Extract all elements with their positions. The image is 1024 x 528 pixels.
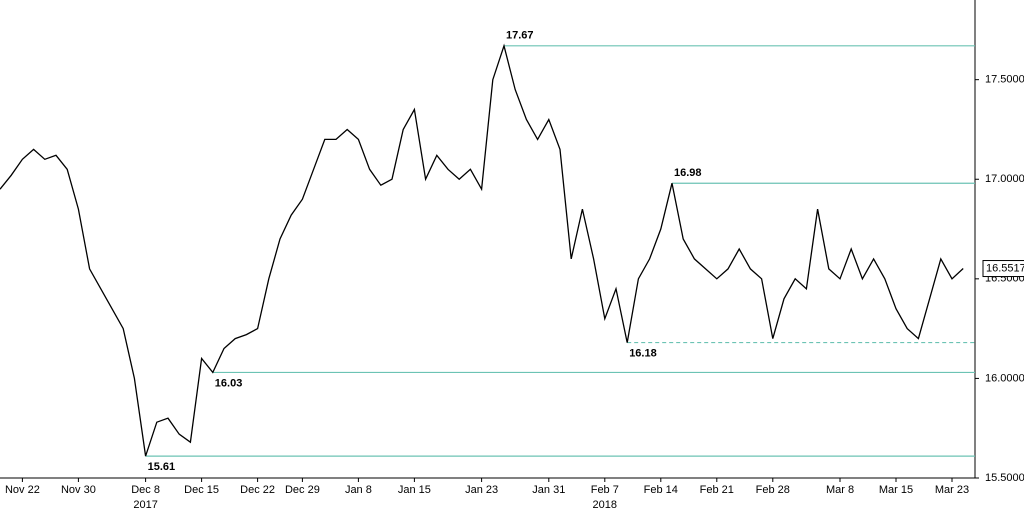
x-tick-label: Dec 29 — [285, 484, 320, 496]
year-label: 2018 — [593, 499, 617, 511]
last-value-box — [982, 260, 1024, 278]
x-tick-label: Feb 21 — [700, 484, 734, 496]
reference-label: 16.18 — [629, 347, 657, 359]
x-tick-label: Jan 31 — [532, 484, 565, 496]
price-line — [0, 43, 964, 457]
y-tick-label: 15.5000 — [985, 472, 1024, 484]
x-tick-label: Jan 8 — [345, 484, 372, 496]
x-tick-label: Feb 14 — [644, 484, 678, 496]
y-tick-label: 16.0000 — [985, 372, 1024, 384]
year-label: 2017 — [133, 499, 157, 511]
x-tick-label: Dec 8 — [131, 484, 160, 496]
x-tick-label: Jan 23 — [465, 484, 498, 496]
x-tick-label: Nov 30 — [61, 484, 96, 496]
x-tick-label: Mar 8 — [826, 484, 854, 496]
reference-label: 15.61 — [148, 461, 176, 473]
last-value-label: 16.5517 — [986, 262, 1024, 274]
x-tick-label: Jan 15 — [398, 484, 431, 496]
x-tick-label: Dec 22 — [240, 484, 275, 496]
x-tick-label: Mar 15 — [879, 484, 913, 496]
y-tick-label: 17.5000 — [985, 74, 1024, 86]
x-tick-label: Mar 23 — [935, 484, 969, 496]
x-tick-label: Feb 7 — [591, 484, 619, 496]
y-tick-label: 17.0000 — [985, 173, 1024, 185]
reference-label: 17.67 — [506, 30, 534, 42]
reference-label: 16.98 — [674, 167, 702, 179]
x-tick-label: Nov 22 — [5, 484, 40, 496]
reference-label: 16.03 — [215, 377, 243, 389]
x-tick-label: Dec 15 — [184, 484, 219, 496]
x-tick-label: Feb 28 — [756, 484, 790, 496]
